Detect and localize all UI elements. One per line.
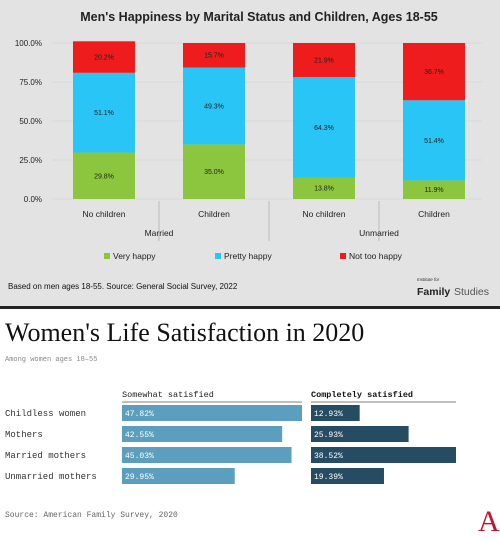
logo-main: Family — [417, 286, 450, 298]
data-label: 38.52% — [314, 452, 343, 461]
bar-segment — [403, 100, 465, 181]
bar-segment — [183, 67, 245, 145]
bar-segment — [403, 43, 465, 101]
bar-segment — [73, 72, 135, 153]
data-label: 45.03% — [125, 452, 154, 461]
atlantic-logo: A — [478, 505, 500, 537]
x-tick-label: No children — [83, 209, 126, 219]
bar-segment — [183, 144, 245, 199]
x-tick-label: Children — [418, 209, 450, 219]
bar-segment — [73, 41, 135, 73]
data-label: 49.3% — [204, 103, 224, 110]
bar-completely — [311, 426, 409, 442]
data-label: 42.55% — [125, 431, 154, 440]
legend-label: Very happy — [113, 251, 156, 261]
group-label: Married — [145, 228, 174, 238]
womens-satisfaction-chart: Women's Life Satisfaction in 2020 Among … — [5, 318, 500, 538]
legend-swatch — [104, 253, 110, 259]
bar-somewhat — [122, 468, 235, 484]
data-label: 15.7% — [204, 53, 224, 60]
data-label: 36.7% — [424, 69, 444, 76]
group-label: Unmarried — [359, 228, 399, 238]
bar-somewhat — [122, 405, 302, 421]
data-label: 13.8% — [314, 186, 334, 193]
bar-segment — [183, 43, 245, 68]
bar-completely — [311, 447, 456, 463]
row-label: Childless women — [5, 409, 86, 419]
data-label: 51.1% — [94, 110, 114, 117]
data-label: 29.8% — [94, 173, 114, 180]
womens-satisfaction-panel: Women's Life Satisfaction in 2020 Among … — [0, 309, 500, 538]
row-label: Mothers — [5, 430, 43, 440]
bar-somewhat — [122, 426, 283, 442]
bar-segment — [293, 43, 355, 78]
source-note: Source: American Family Survey, 2020 — [5, 511, 178, 520]
logo-rest: Studies — [454, 286, 489, 298]
source-note: Based on men ages 18-55. Source: General… — [8, 282, 238, 291]
y-tick-label: 25.0% — [19, 156, 42, 165]
data-label: 11.9% — [424, 187, 443, 194]
y-tick-label: 100.0% — [15, 39, 42, 48]
legend-label: Not too happy — [349, 251, 403, 261]
mens-happiness-chart: Men's Happiness by Marital Status and Ch… — [8, 10, 489, 298]
data-label: 21.9% — [314, 58, 334, 65]
ifs-logo: Institute for Family Studies — [417, 277, 489, 298]
data-label: 20.2% — [94, 55, 114, 62]
data-label: 51.4% — [424, 138, 444, 145]
column-header: Completely satisfied — [311, 390, 413, 400]
bar-somewhat — [122, 447, 292, 463]
y-tick-label: 0.0% — [24, 195, 42, 204]
row-label: Unmarried mothers — [5, 472, 97, 482]
bar-segment — [73, 152, 135, 199]
y-tick-label: 75.0% — [19, 78, 42, 87]
x-tick-label: Children — [198, 209, 230, 219]
chart-title: Men's Happiness by Marital Status and Ch… — [80, 10, 438, 24]
data-label: 35.0% — [204, 169, 224, 176]
chart-title: Women's Life Satisfaction in 2020 — [5, 318, 364, 347]
chart-subtitle: Among women ages 18–55 — [5, 356, 97, 364]
column-header: Somewhat satisfied — [122, 390, 214, 400]
data-label: 47.82% — [125, 410, 154, 419]
mens-happiness-panel: Men's Happiness by Marital Status and Ch… — [0, 0, 500, 306]
data-label: 25.93% — [314, 431, 343, 440]
divider — [0, 306, 500, 309]
bar-completely — [311, 405, 360, 421]
logo-small: Institute for — [417, 277, 440, 282]
bar-completely — [311, 468, 384, 484]
y-tick-label: 50.0% — [19, 117, 42, 126]
legend-swatch — [340, 253, 346, 259]
legend-label: Pretty happy — [224, 251, 272, 261]
data-label: 29.95% — [125, 473, 154, 482]
bar-segment — [403, 180, 465, 199]
bar-segment — [293, 77, 355, 178]
bar-segment — [293, 177, 355, 199]
data-label: 64.3% — [314, 125, 334, 132]
data-label: 19.39% — [314, 473, 343, 482]
legend-swatch — [215, 253, 221, 259]
x-tick-label: No children — [303, 209, 346, 219]
data-label: 12.93% — [314, 410, 343, 419]
row-label: Married mothers — [5, 451, 86, 461]
